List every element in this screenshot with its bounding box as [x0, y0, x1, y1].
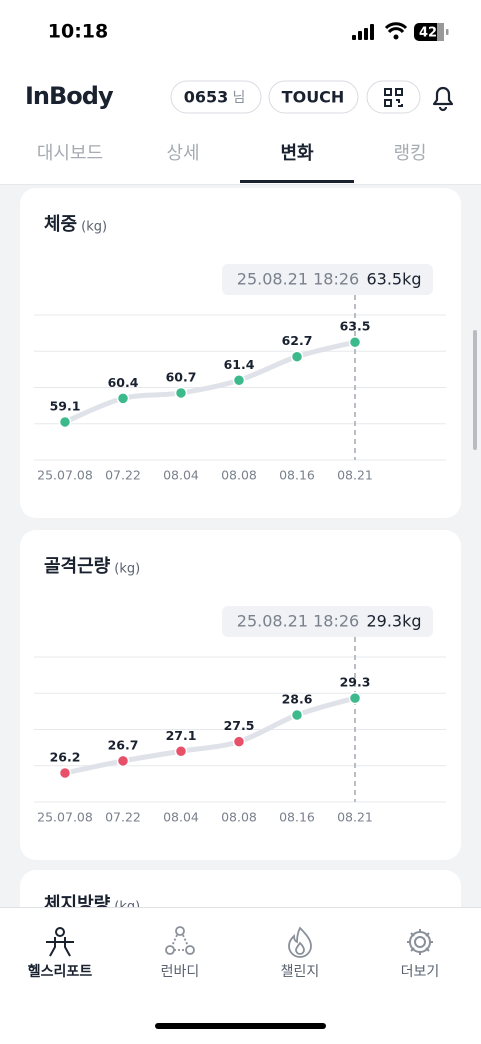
wifi-dot — [393, 34, 399, 40]
data-point — [58, 766, 72, 780]
tooltip — [222, 264, 433, 295]
tab[interactable]: 대시보드 — [37, 143, 103, 164]
data-point — [174, 386, 188, 400]
user-suffix: 님 — [233, 90, 246, 106]
nav-icon-report — [46, 927, 74, 957]
tooltip — [222, 606, 433, 637]
x-tick-label: 25.07.08 — [37, 468, 93, 483]
logo: InBody — [25, 82, 114, 110]
nav-icon-runbody — [165, 926, 195, 955]
tooltip-value: 29.3kg — [366, 612, 421, 631]
card-unit: (kg) — [114, 562, 140, 577]
tooltip-time: 25.08.21 18:26 — [237, 270, 359, 289]
value-label: 61.4 — [224, 357, 255, 372]
battery — [414, 23, 444, 41]
nav-label[interactable]: 런바디 — [161, 964, 200, 980]
touch-label: TOUCH — [282, 88, 345, 107]
value-label: 60.7 — [166, 369, 197, 384]
bell-icon[interactable] — [432, 86, 454, 112]
x-tick-label: 08.08 — [221, 468, 257, 483]
value-label: 60.4 — [108, 375, 139, 390]
x-tick-label: 08.21 — [337, 468, 373, 483]
value-label: 26.7 — [108, 737, 139, 752]
value-label: 28.6 — [282, 692, 313, 707]
card-title: 체중 — [44, 214, 77, 235]
data-point — [232, 374, 246, 387]
data-point — [290, 350, 304, 363]
value-label: 59.1 — [50, 398, 81, 413]
tab[interactable]: 변화 — [280, 143, 314, 164]
value-label: 27.1 — [166, 728, 197, 743]
x-tick-label: 08.08 — [221, 810, 257, 825]
x-tick-label: 25.07.08 — [37, 810, 93, 825]
nav-label[interactable]: 더보기 — [401, 964, 440, 980]
user-pill[interactable] — [170, 80, 262, 114]
battery-empty — [437, 23, 444, 41]
tooltip-value: 63.5kg — [366, 270, 421, 289]
nav-label[interactable]: 헬스리포트 — [28, 963, 93, 980]
x-tick-label: 08.16 — [279, 468, 315, 483]
x-tick-label: 08.16 — [279, 810, 315, 825]
signal-icon — [352, 24, 374, 40]
wifi-icon — [384, 22, 408, 34]
battery-level: 42 — [419, 26, 437, 41]
tab[interactable]: 랭킹 — [393, 143, 426, 164]
data-point — [232, 735, 246, 748]
data-point — [348, 335, 362, 349]
battery-cap — [446, 29, 449, 35]
card-unit: (kg) — [81, 220, 107, 235]
card-title: 골격근량 — [44, 556, 111, 577]
qr-button[interactable] — [366, 80, 421, 114]
data-point — [116, 754, 130, 768]
data-point — [58, 415, 72, 429]
tab-underline — [240, 180, 354, 183]
qr-icon — [384, 88, 403, 107]
value-label: 63.5 — [340, 319, 371, 334]
x-tick-label: 08.21 — [337, 810, 373, 825]
x-tick-label: 07.22 — [105, 468, 141, 483]
x-tick-label: 08.04 — [163, 468, 199, 483]
tab[interactable]: 상세 — [166, 143, 199, 164]
x-tick-label: 07.22 — [105, 810, 141, 825]
x-tick-label: 08.04 — [163, 810, 199, 825]
bottom-nav — [0, 907, 481, 1040]
value-label: 26.2 — [50, 750, 81, 765]
user-id: 0653 — [184, 88, 229, 107]
data-point — [348, 691, 362, 705]
data-point — [290, 708, 304, 722]
data-point — [174, 745, 188, 758]
tooltip-time: 25.08.21 18:26 — [237, 612, 359, 631]
scrollbar — [473, 330, 477, 450]
home-indicator — [155, 1023, 326, 1029]
value-label: 29.3 — [340, 675, 371, 690]
clock: 10:18 — [48, 21, 108, 43]
touch-pill[interactable] — [268, 80, 359, 114]
value-label: 27.5 — [224, 718, 255, 733]
data-point — [116, 392, 130, 405]
nav-icon-challenge — [288, 926, 312, 958]
nav-label[interactable]: 챌린지 — [281, 964, 320, 980]
nav-icon-more — [407, 929, 433, 955]
value-label: 62.7 — [282, 333, 313, 348]
